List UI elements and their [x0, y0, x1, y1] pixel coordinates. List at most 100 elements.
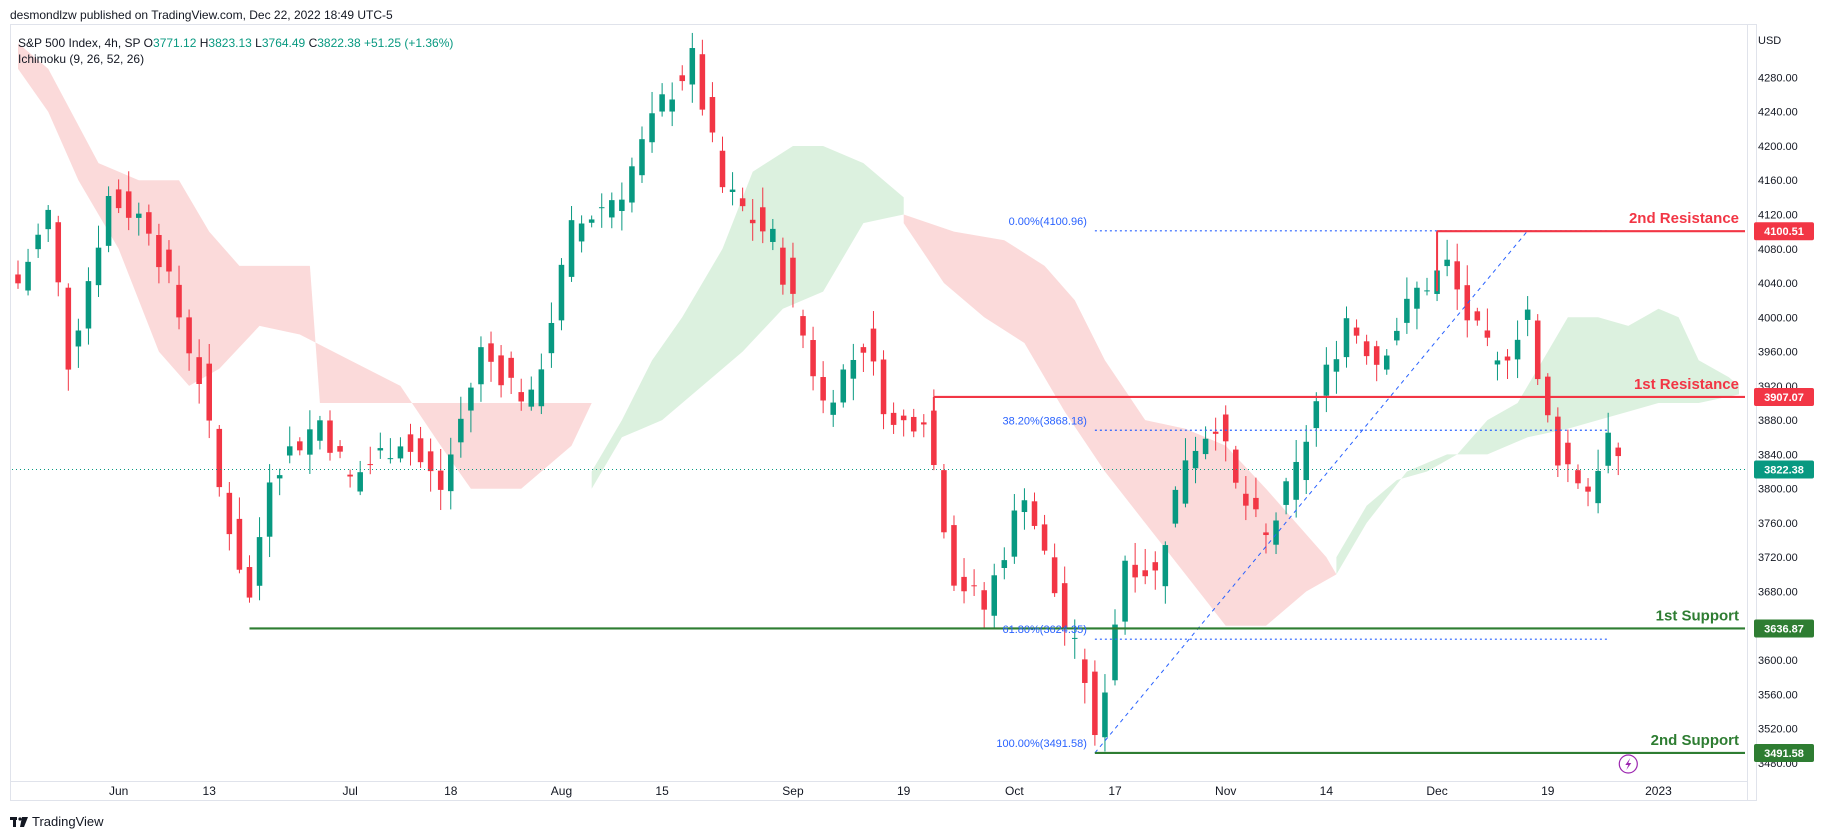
candle-body: [659, 94, 665, 112]
candle-33: [347, 469, 353, 488]
candle-156: [1585, 478, 1591, 507]
ohlc-open: O3771.12: [143, 36, 197, 50]
candle-75: [770, 218, 776, 251]
candle-body: [337, 446, 343, 452]
candle-43: [447, 437, 454, 510]
candle-body: [900, 415, 907, 421]
candle-body: [1514, 339, 1521, 360]
candle-102: [1041, 514, 1048, 555]
candle-5: [65, 283, 72, 391]
candle-150: [1524, 296, 1531, 337]
candle-body: [709, 97, 716, 133]
candle-47: [488, 331, 494, 382]
candle-body: [1263, 532, 1269, 536]
indicator-legend[interactable]: Ichimoku (9, 26, 52, 26): [18, 52, 145, 66]
candle-108: [1102, 674, 1108, 752]
candle-64: [659, 83, 665, 117]
candle-body: [880, 359, 887, 415]
candle-body: [1102, 692, 1108, 738]
candle-body: [226, 492, 233, 535]
candle-body: [1283, 481, 1289, 505]
candle-body: [1172, 489, 1179, 524]
candle-14: [156, 223, 162, 284]
candle-body: [1051, 557, 1058, 594]
candle-body: [1474, 311, 1481, 321]
fib-trend-line: [1094, 230, 1529, 754]
candle-body: [437, 470, 444, 490]
candle-36: [377, 432, 384, 459]
candle-body: [1293, 461, 1299, 500]
tradingview-brand: TradingView: [32, 814, 104, 829]
candle-146: [1484, 308, 1491, 347]
candle-88: [900, 409, 907, 437]
candle-90: [921, 414, 927, 438]
price-tick-16: 4120.00: [1758, 210, 1798, 222]
candle-154: [1565, 429, 1571, 483]
candle-22: [236, 497, 243, 574]
candle-115: [1172, 486, 1179, 528]
candle-51: [528, 376, 535, 411]
candle-body: [981, 590, 987, 610]
candle-122: [1243, 476, 1249, 521]
candle-11: [125, 171, 132, 231]
last-price-tag: 3822.38: [1764, 465, 1804, 477]
price-tick-3: 3600.00: [1758, 655, 1798, 667]
candle-137: [1394, 317, 1400, 346]
candle-6: [75, 318, 82, 368]
candle-29: [307, 410, 313, 474]
candle-97: [991, 563, 998, 628]
candle-62: [639, 126, 645, 183]
price-tick-13: 4000.00: [1758, 312, 1798, 324]
candle-body: [1253, 497, 1259, 510]
candle-95: [971, 569, 977, 596]
candle-76: [780, 237, 786, 295]
candle-32: [337, 440, 343, 459]
candle-body: [649, 113, 655, 143]
candle-120: [1222, 405, 1229, 462]
symbol-name[interactable]: S&P 500 Index, 4h, SP: [18, 36, 141, 50]
candle-body: [629, 166, 635, 203]
candle-48: [498, 345, 504, 398]
candle-body: [55, 222, 62, 283]
candle-body: [407, 434, 414, 452]
candle-body: [1273, 520, 1279, 545]
price-tick-12: 3960.00: [1758, 347, 1798, 359]
candle-body: [25, 261, 31, 291]
candle-body: [347, 474, 353, 477]
candle-21: [226, 481, 233, 551]
candle-body: [115, 189, 122, 209]
price-tick-6: 3720.00: [1758, 552, 1798, 564]
tradingview-logo[interactable]: TradingView: [10, 814, 104, 829]
level-price-tag-3: 3491.58: [1764, 748, 1804, 760]
candle-body: [921, 422, 927, 425]
candle-3: [45, 205, 51, 242]
candle-68: [699, 39, 706, 116]
candle-87: [890, 402, 897, 434]
candle-140: [1424, 277, 1430, 296]
candle-body: [1212, 431, 1219, 434]
candle-body: [1585, 486, 1591, 492]
candle-body: [327, 420, 333, 453]
price-axis-separator: [1747, 24, 1748, 801]
candle-body: [1132, 564, 1138, 578]
candle-83: [850, 343, 857, 401]
candle-4: [55, 215, 62, 297]
candle-body: [146, 212, 152, 234]
candle-124: [1263, 523, 1269, 554]
candle-body: [1484, 330, 1491, 338]
candle-38: [397, 437, 404, 463]
ichimoku-cloud-bull-0: [591, 146, 904, 489]
candle-body: [45, 209, 51, 230]
candle-body: [1615, 447, 1621, 457]
candle-136: [1383, 349, 1390, 375]
axis-currency: USD: [1758, 35, 1781, 47]
ohlc-high: H3823.13: [199, 36, 252, 50]
candle-111: [1132, 542, 1138, 593]
time-tick-13: 19: [1541, 784, 1555, 798]
candle-39: [407, 423, 414, 466]
candle-80: [820, 361, 826, 414]
candle-body: [1373, 346, 1380, 365]
candle-body: [991, 575, 998, 616]
candle-body: [1555, 416, 1561, 466]
